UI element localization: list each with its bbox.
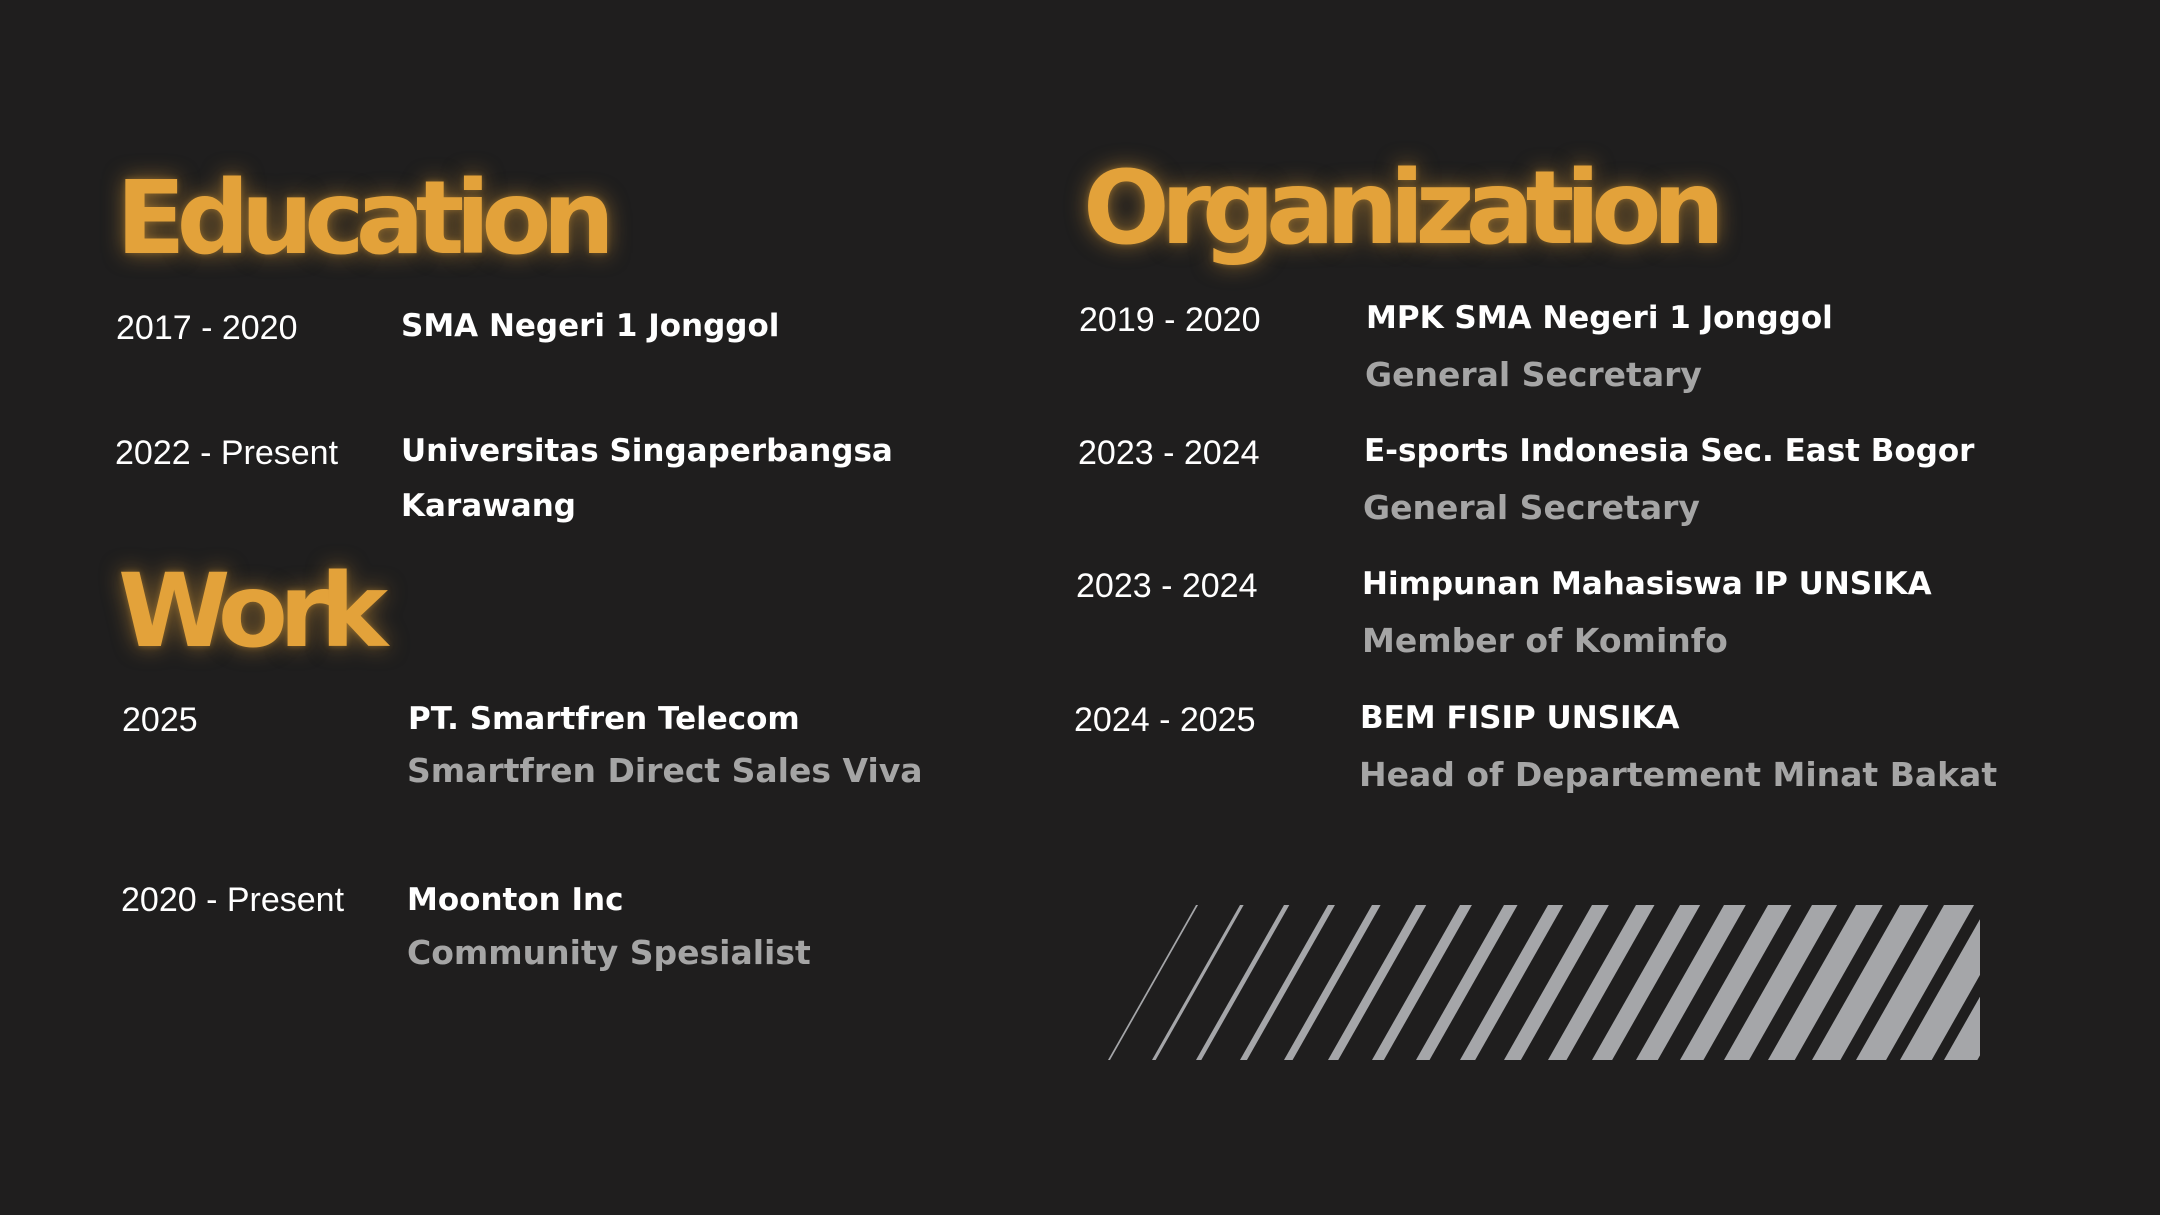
organization-period: 2024 - 2025	[1074, 701, 1256, 739]
stripe	[1196, 905, 1290, 1060]
work-period: 2020 - Present	[121, 881, 345, 919]
organization-role: General Secretary	[1363, 488, 1700, 527]
organization-period: 2019 - 2020	[1079, 301, 1261, 339]
stripe	[1724, 905, 1838, 1060]
stripe	[1152, 905, 1244, 1060]
stripe	[1504, 905, 1609, 1060]
work-period: 2025	[122, 701, 198, 739]
stripe	[1416, 905, 1518, 1060]
stripe	[1284, 905, 1381, 1060]
organization-heading: Organization	[1083, 149, 1725, 268]
organization-role: Member of Kominfo	[1362, 621, 1728, 660]
stripe	[1636, 905, 1746, 1060]
work-company: PT. Smartfren Telecom	[408, 701, 800, 737]
work-company: Moonton Inc	[407, 882, 624, 918]
education-institution-continued: Karawang	[401, 488, 576, 524]
work-role: Smartfren Direct Sales Viva	[407, 751, 923, 790]
work-role: Community Spesialist	[407, 933, 811, 972]
organization-role: General Secretary	[1365, 355, 1702, 394]
stripe	[1328, 905, 1427, 1060]
organization-name: E-sports Indonesia Sec. East Bogor	[1364, 433, 1975, 469]
work-heading: Work	[118, 552, 388, 671]
stripe	[1372, 905, 1472, 1060]
education-period: 2022 - Present	[115, 434, 339, 472]
stripe-group	[1108, 905, 1980, 1060]
stripe	[1548, 905, 1655, 1060]
education-institution: SMA Negeri 1 Jonggol	[401, 308, 780, 344]
education-period: 2017 - 2020	[116, 309, 298, 347]
stripe	[1240, 905, 1335, 1060]
stripe	[1108, 905, 1198, 1060]
stripe	[1460, 905, 1564, 1060]
organization-period: 2023 - 2024	[1076, 567, 1258, 605]
stripe	[1856, 905, 1975, 1060]
stripe	[1592, 905, 1701, 1060]
diagonal-stripes-graphic	[1108, 905, 1980, 1060]
organization-name: Himpunan Mahasiswa IP UNSIKA	[1362, 566, 1932, 602]
stripe	[1812, 905, 1929, 1060]
education-institution: Universitas Singaperbangsa	[401, 433, 893, 469]
organization-role: Head of Departement Minat Bakat	[1359, 755, 1998, 794]
organization-name: MPK SMA Negeri 1 Jonggol	[1366, 300, 1833, 336]
education-heading: Education	[116, 159, 615, 278]
organization-period: 2023 - 2024	[1078, 434, 1260, 472]
stripe	[1768, 905, 1883, 1060]
stripe	[1680, 905, 1792, 1060]
organization-name: BEM FISIP UNSIKA	[1360, 700, 1680, 736]
